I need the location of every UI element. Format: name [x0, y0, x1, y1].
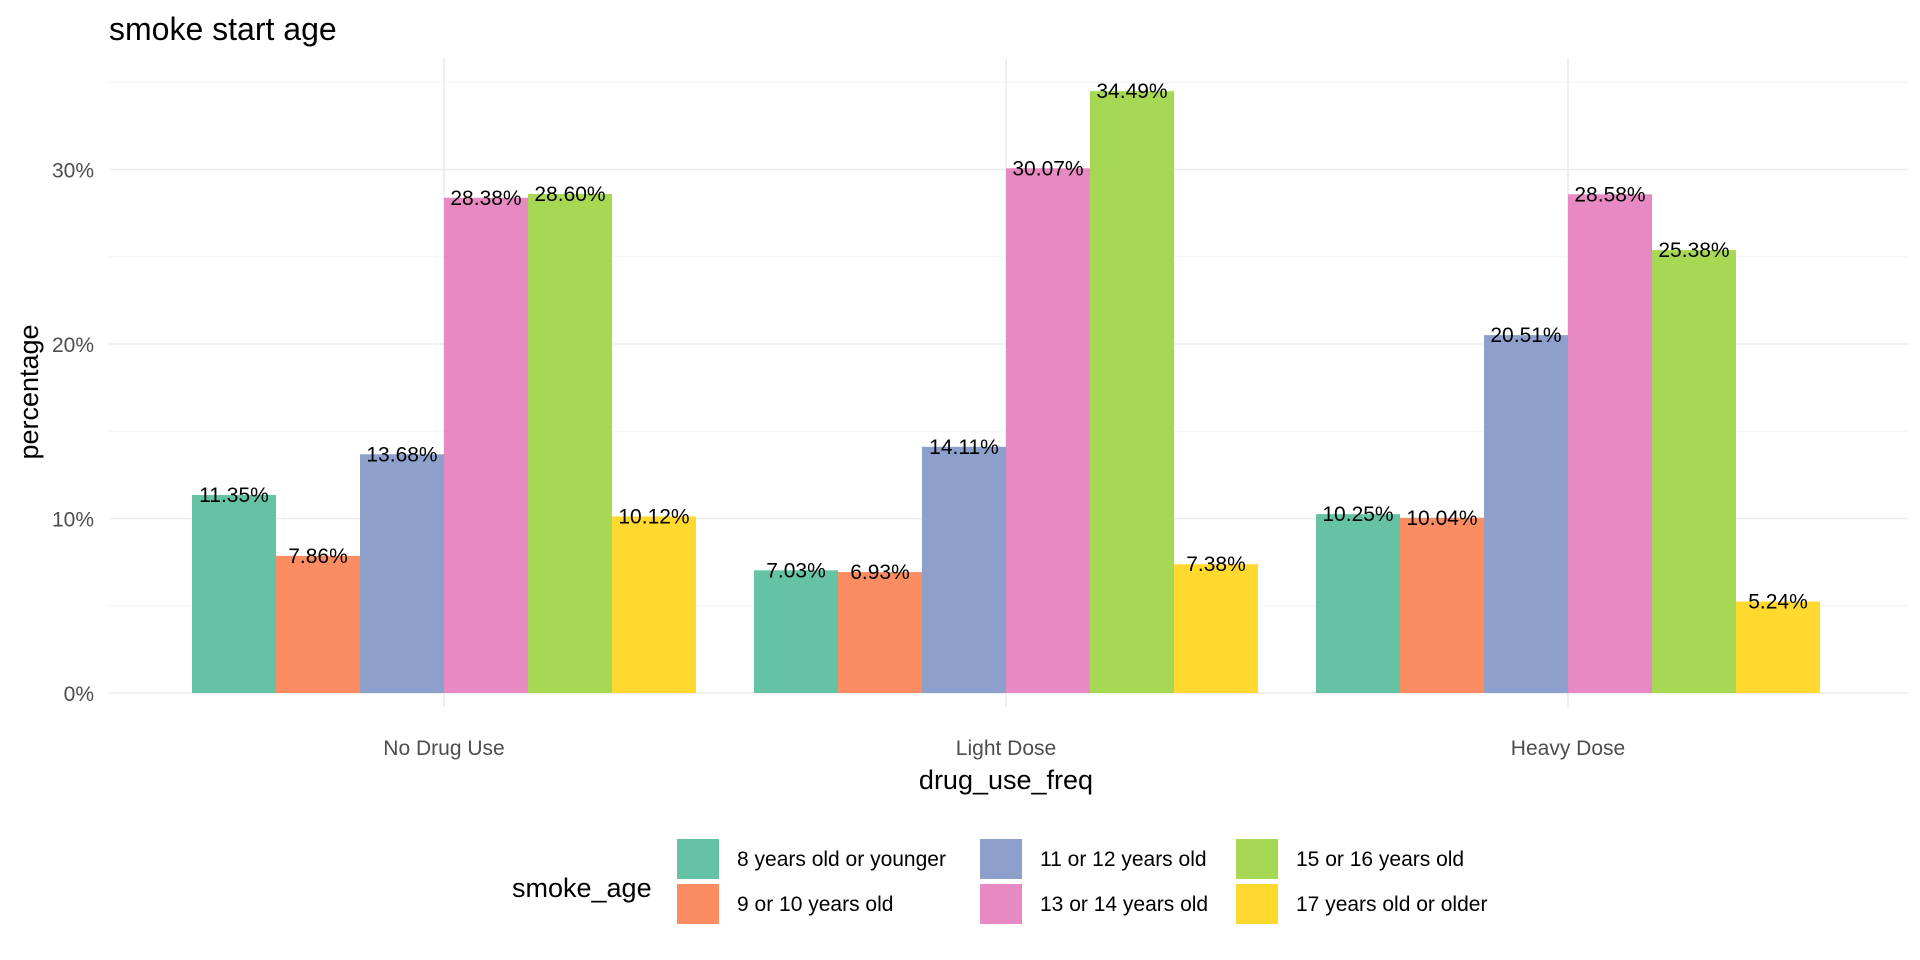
- bar-data-label: 13.68%: [366, 443, 437, 466]
- y-tick-label: 30%: [52, 160, 94, 183]
- bar-data-label: 7.03%: [766, 559, 826, 582]
- bar-data-label: 28.60%: [534, 183, 605, 206]
- bar-data-label: 28.58%: [1574, 183, 1645, 206]
- legend-key: [980, 839, 1022, 879]
- legend-label: 8 years old or younger: [737, 848, 946, 871]
- x-tick-label: Light Dose: [956, 737, 1056, 760]
- legend-label: 9 or 10 years old: [737, 893, 893, 916]
- bar: [1484, 335, 1568, 693]
- bar-layer: [192, 91, 1820, 694]
- legend-key: [1236, 884, 1278, 924]
- bar-data-label: 10.25%: [1322, 503, 1393, 526]
- y-tick-label: 0%: [64, 683, 94, 706]
- y-tick-label: 10%: [52, 509, 94, 532]
- y-axis-title: percentage: [14, 324, 44, 459]
- bar-data-label: 5.24%: [1748, 591, 1808, 614]
- bar-data-label: 28.38%: [450, 187, 521, 210]
- bar-data-label: 25.38%: [1658, 239, 1729, 262]
- bar: [922, 446, 1006, 693]
- bar-data-label: 11.35%: [199, 484, 269, 507]
- legend-label: 15 or 16 years old: [1296, 848, 1464, 871]
- legend-key: [677, 884, 719, 924]
- chart-title: smoke start age: [109, 11, 337, 47]
- bar: [360, 454, 444, 693]
- axis-layer: 0% 10% 20% 30% No Drug Use Light Dose Heavy Do…: [52, 160, 1625, 761]
- bar: [1568, 194, 1652, 694]
- legend-label: 13 or 14 years old: [1040, 893, 1208, 916]
- legend-label: 17 years old or older: [1296, 893, 1487, 916]
- legend-key: [980, 884, 1022, 924]
- x-tick-label: Heavy Dose: [1511, 737, 1625, 760]
- bar-data-label: 34.49%: [1096, 80, 1167, 103]
- bar: [1090, 91, 1174, 694]
- legend-key: [1236, 839, 1278, 879]
- bar: [754, 570, 838, 693]
- bar-data-label: 10.12%: [618, 505, 689, 528]
- bar-data-label: 20.51%: [1490, 324, 1561, 347]
- bar: [444, 197, 528, 694]
- bar: [192, 494, 276, 693]
- x-tick-label: No Drug Use: [383, 737, 504, 760]
- bar-data-label: 14.11%: [929, 436, 999, 459]
- x-axis-title: drug_use_freq: [919, 765, 1093, 795]
- bar-data-label: 7.86%: [288, 545, 348, 568]
- bar: [1174, 564, 1258, 693]
- bar-data-label: 6.93%: [850, 561, 910, 584]
- bar: [1736, 601, 1820, 693]
- data-label-layer: 11.35% 7.86% 13.68% 28.38% 28.60% 10.12% 7.03%…: [199, 80, 1808, 613]
- legend: smoke_age 8 years old or younger 9 or 10 …: [512, 839, 1487, 924]
- bar-data-label: 7.38%: [1186, 553, 1246, 576]
- bar: [528, 193, 612, 693]
- legend-title: smoke_age: [512, 873, 652, 903]
- bar-data-label: 10.04%: [1406, 507, 1477, 530]
- bar-data-label: 30.07%: [1012, 157, 1083, 180]
- bar: [612, 516, 696, 693]
- bar: [1652, 250, 1736, 693]
- y-tick-label: 20%: [52, 334, 94, 357]
- bar: [838, 572, 922, 693]
- legend-label: 11 or 12 years old: [1040, 848, 1207, 871]
- bar: [1006, 168, 1090, 693]
- bar: [1400, 517, 1484, 693]
- legend-key: [677, 839, 719, 879]
- bar: [276, 555, 360, 693]
- bar: [1316, 514, 1400, 693]
